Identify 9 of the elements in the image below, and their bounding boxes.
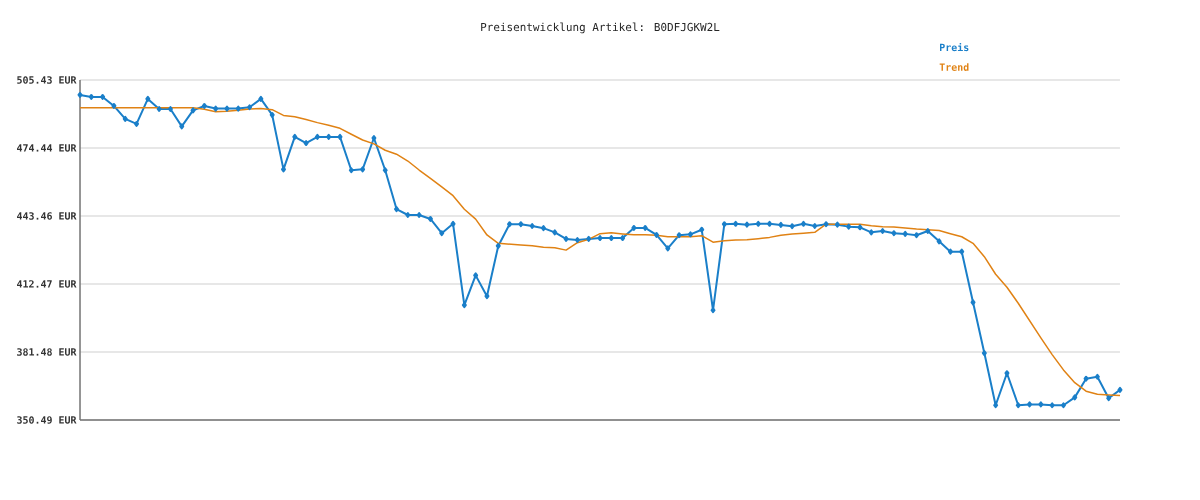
text: Trend — [939, 63, 969, 71]
y-tick-label: 412.47 EUR — [17, 280, 77, 288]
y-tick-label: 505.43 EUR — [17, 76, 77, 84]
text: Preis — [940, 42, 969, 52]
y-tick-label: 350.49 EUR — [17, 416, 77, 424]
y-tick-label: 443.46 EUR — [17, 212, 77, 220]
y-tick-label: 474.44 EUR — [17, 144, 77, 152]
chart-title: Preisentwicklung Artikel: B0DFJGKW2L — [481, 22, 720, 34]
y-tick-label: 381.48 EUR — [17, 348, 77, 356]
